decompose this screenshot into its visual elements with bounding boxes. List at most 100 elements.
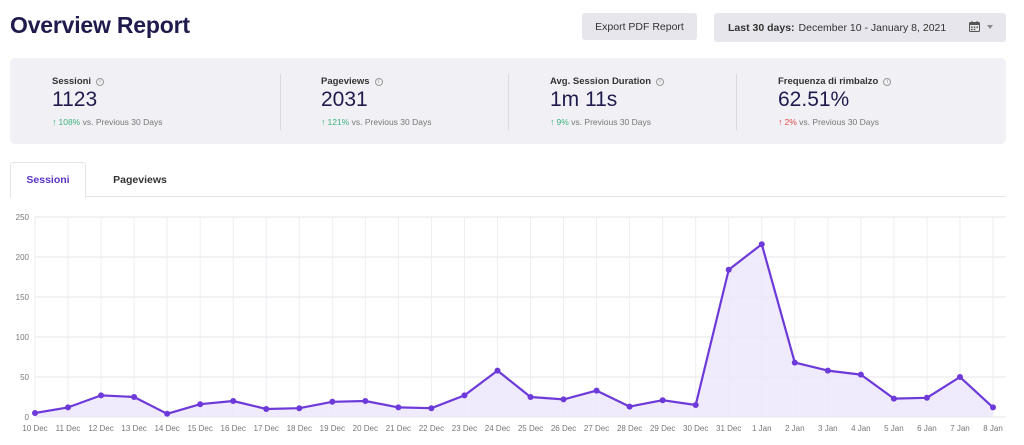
stat-delta: ↑ 108% vs. Previous 30 Days (52, 117, 162, 127)
data-point (263, 406, 270, 412)
data-point (461, 392, 468, 399)
stat-delta: ↑ 2% vs. Previous 30 Days (778, 117, 879, 127)
stat-compare: vs. Previous 30 Days (351, 117, 432, 127)
data-point (659, 397, 666, 404)
data-point (428, 405, 435, 412)
data-point (230, 398, 237, 404)
x-tick-label: 7 Jan (950, 424, 970, 433)
x-tick-label: 26 Dec (551, 424, 576, 433)
x-tick-label: 29 Dec (650, 424, 675, 433)
calendar-icon (969, 21, 980, 32)
x-tick-label: 21 Dec (386, 424, 411, 433)
data-point (65, 404, 72, 411)
x-tick-label: 31 Dec (716, 424, 741, 433)
data-point (329, 398, 336, 405)
stat-compare: vs. Previous 30 Days (82, 117, 163, 127)
x-tick-label: 13 Dec (121, 424, 146, 433)
divider (280, 74, 281, 130)
data-point (990, 404, 996, 411)
x-tick-label: 28 Dec (617, 424, 642, 433)
stat-name: Pageviews (321, 76, 370, 87)
arrow-up-icon: ↑ (778, 117, 783, 127)
x-tick-label: 14 Dec (154, 424, 179, 433)
arrow-up-icon: ↑ (321, 117, 326, 127)
x-tick-label: 19 Dec (320, 424, 345, 433)
data-point (857, 371, 864, 378)
info-icon[interactable]: i (656, 77, 664, 86)
data-point (824, 367, 831, 374)
data-point (626, 403, 633, 410)
chevron-down-icon (987, 25, 993, 29)
x-tick-label: 10 Dec (22, 424, 47, 433)
x-tick-label: 23 Dec (452, 424, 477, 433)
x-tick-label: 12 Dec (88, 424, 113, 433)
x-tick-label: 20 Dec (353, 424, 378, 433)
x-tick-label: 15 Dec (187, 424, 212, 433)
x-tick-label: 11 Dec (56, 424, 81, 433)
data-point (890, 395, 897, 402)
data-point (527, 394, 534, 400)
data-point (197, 401, 204, 408)
info-icon[interactable]: i (96, 77, 105, 86)
data-point (956, 374, 963, 380)
x-tick-label: 25 Dec (518, 424, 543, 433)
stat-change: 121% (327, 117, 350, 127)
data-point (32, 410, 38, 416)
export-pdf-button[interactable]: Export PDF Report (582, 13, 697, 40)
data-point (395, 404, 402, 411)
divider (736, 74, 737, 130)
stat-change: 2% (784, 117, 797, 127)
data-point (791, 359, 798, 366)
data-point (923, 394, 930, 401)
y-tick-label: 100 (16, 333, 30, 342)
data-point (131, 394, 138, 400)
x-tick-label: 6 Jan (917, 424, 937, 433)
stat-compare: vs. Previous 30 Days (799, 117, 880, 127)
x-tick-label: 16 Dec (221, 424, 246, 433)
data-point (164, 410, 171, 417)
y-tick-label: 0 (25, 413, 30, 422)
data-point (494, 367, 501, 374)
stat-name: Frequenza di rimbalzo (778, 76, 879, 87)
stat-value: 1123 (52, 88, 98, 111)
date-range-label: Last 30 days: (728, 21, 795, 34)
tab-sessioni[interactable]: Sessioni (10, 162, 86, 198)
x-tick-label: 17 Dec (254, 424, 279, 433)
x-tick-label: 27 Dec (584, 424, 609, 433)
divider (508, 74, 509, 130)
info-icon[interactable]: i (883, 77, 892, 86)
date-range-picker[interactable]: Last 30 days: December 10 - January 8, 2… (714, 13, 1006, 42)
stat-change: 9% (556, 117, 569, 127)
x-tick-label: 5 Jan (884, 424, 904, 433)
x-tick-label: 18 Dec (287, 424, 312, 433)
y-tick-label: 250 (16, 213, 30, 222)
stat-name: Avg. Session Duration (550, 76, 651, 87)
x-tick-label: 4 Jan (851, 424, 871, 433)
data-point (98, 392, 105, 399)
y-tick-label: 150 (16, 293, 30, 302)
stat-value: 2031 (321, 88, 368, 111)
data-point (362, 398, 369, 404)
data-point (725, 266, 732, 273)
sessions-chart: 0 50 100 150 200 250 10 Dec 11 Dec 12 Dec 13 Dec 1… (16, 213, 1006, 433)
series-line (34, 243, 994, 415)
stat-compare: vs. Previous 30 Days (571, 117, 652, 127)
stat-value: 62.51% (778, 88, 850, 111)
date-range-value: December 10 - January 8, 2021 (798, 21, 947, 34)
stat-delta: ↑ 121% vs. Previous 30 Days (321, 117, 431, 127)
chart-tabs: Sessioni Pageviews (10, 162, 1006, 198)
stat-change: 108% (58, 117, 81, 127)
tab-pageviews[interactable]: Pageviews (113, 173, 167, 186)
data-point (593, 387, 600, 394)
info-icon[interactable]: i (374, 77, 383, 86)
data-point (692, 402, 699, 408)
x-tick-label: 24 Dec (485, 424, 510, 433)
data-point (560, 396, 567, 403)
series-area (35, 244, 993, 417)
stat-delta: ↑ 9% vs. Previous 30 Days (550, 117, 651, 127)
page-title: Overview Report (10, 12, 190, 38)
y-tick-label: 200 (16, 253, 30, 262)
x-tick-label: 22 Dec (419, 424, 444, 433)
stats-panel: Sessioni i 1123 ↑ 108% vs. Previous 30 Day… (10, 58, 1006, 144)
data-point (758, 241, 765, 248)
